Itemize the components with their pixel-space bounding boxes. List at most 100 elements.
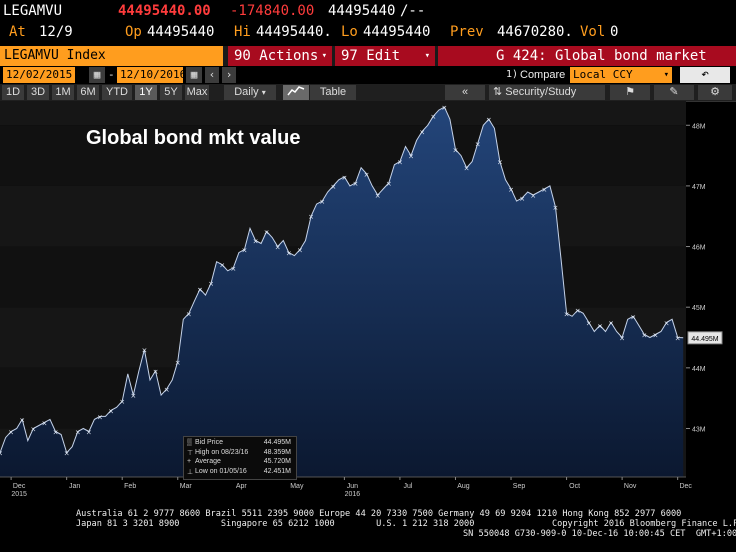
compare-prefix: 1): [506, 69, 519, 80]
last-value-label: 44.495M: [691, 336, 718, 343]
legend-marker-icon: ⊤: [187, 449, 194, 457]
at-value: 12/9: [39, 24, 73, 40]
legend-marker-icon: ▒: [187, 439, 192, 446]
annotate-icon[interactable]: ✎: [654, 85, 694, 100]
x-tick-label: Jul: [403, 483, 412, 490]
line-chart-icon[interactable]: [283, 85, 309, 100]
security-field[interactable]: LEGAMVU Index: [0, 46, 223, 66]
x-year-label: 2015: [11, 491, 27, 497]
price-chart[interactable]: × × × × × × × × × × × × × × × × × × × × × × × × × × × × × × × × × × × × × × × ×…: [0, 101, 736, 497]
period-button-1d[interactable]: 1D: [2, 85, 24, 100]
band: [0, 101, 686, 126]
date-separator: -: [108, 68, 115, 81]
y-axis: 48M 47M 46M 45M 44M 43M: [686, 123, 706, 433]
start-date-input[interactable]: 12/02/2015: [3, 67, 75, 83]
start-calendar-icon[interactable]: ▦: [89, 67, 105, 83]
quote-line-2: At 12/9 Op 44495440 Hi 44495440. Lo 4449…: [0, 22, 736, 44]
x-tick-label: Aug: [457, 483, 470, 490]
frequency-select[interactable]: Daily ▾: [224, 85, 276, 100]
x-tick-label: Jun: [347, 483, 358, 490]
data-point-marker: ×: [319, 198, 325, 206]
low-label: Lo: [341, 24, 358, 40]
period-button-1m[interactable]: 1M: [52, 85, 74, 100]
data-point-marker: ×: [430, 113, 436, 121]
low-value: 44495440: [363, 24, 431, 40]
x-tick-label: Mar: [180, 483, 193, 490]
data-point-marker: ×: [197, 286, 203, 294]
period-button-ytd[interactable]: YTD: [102, 85, 132, 100]
data-point-marker: ×: [97, 413, 103, 421]
end-date-value: 12/10/2016: [120, 68, 187, 81]
end-calendar-icon[interactable]: ▦: [186, 67, 202, 83]
data-point-marker: ×: [175, 359, 181, 367]
data-point-marker: ×: [86, 429, 92, 437]
page-title-bar: G 424: Global bond market value: [438, 46, 736, 84]
edit-menu-button[interactable]: 97 Edit ▾: [335, 46, 435, 66]
flag-icon[interactable]: ⚑: [610, 85, 650, 100]
currency-select[interactable]: Local CCY ▾: [570, 67, 672, 83]
series-area-fill: [0, 107, 684, 477]
series-markers: × × × × × × × × × × × × × × × × × × × × × × × × × × × × × × × × × × × × × × × ×…: [0, 104, 681, 458]
security-study-button[interactable]: ⇅ Security/Study: [489, 85, 605, 100]
legend-row: ⊤ High on 08/23/16 48.359M: [187, 449, 293, 458]
actions-dropdown-icon: ▾: [321, 51, 327, 61]
compare-label: Compare: [520, 69, 566, 81]
next-range-button[interactable]: ›: [222, 67, 236, 83]
data-point-marker: ×: [141, 347, 147, 355]
frequency-value: Daily: [234, 86, 259, 98]
settings-gear-icon[interactable]: ⚙: [698, 85, 732, 100]
legend-row: ⊥ Low on 01/05/16 42.451M: [187, 468, 293, 477]
data-point-marker: ×: [264, 228, 270, 236]
high-value: 44495440.: [256, 24, 332, 40]
end-date-input[interactable]: 12/10/2016: [117, 67, 187, 83]
data-point-marker: ×: [608, 319, 614, 327]
data-point-marker: ×: [475, 140, 481, 148]
y-tick-label: 43M: [692, 426, 706, 433]
bid-value: 44495440: [328, 3, 396, 19]
table-label: Table: [319, 86, 347, 98]
previous-range-button[interactable]: ‹: [205, 67, 219, 83]
data-point-marker: ×: [75, 429, 81, 437]
period-button-5y[interactable]: 5Y: [160, 85, 182, 100]
legend-key: Average: [195, 458, 221, 465]
date-range-bar: 12/02/2015 ▦ - 12/10/2016 ▦ ‹ › 1) Compa…: [0, 66, 736, 85]
legend-row: + Average 45.720M: [187, 458, 293, 467]
data-point-marker: ×: [53, 429, 59, 437]
data-point-marker: ×: [330, 183, 336, 191]
footer: Australia 61 2 9777 8600 Brazil 5511 239…: [0, 508, 736, 552]
band: [0, 125, 686, 186]
actions-menu-button[interactable]: 90 Actions ▾: [228, 46, 332, 66]
data-point-marker: ×: [508, 186, 514, 194]
data-point-marker: ×: [30, 425, 36, 433]
collapse-left-button[interactable]: «: [445, 85, 485, 100]
x-tick-label: May: [290, 483, 304, 490]
legend-marker-icon: ⊥: [187, 468, 194, 476]
ticker-label: LEGAMVU: [3, 3, 63, 19]
data-point-marker: ×: [353, 180, 359, 188]
actions-label: 90 Actions: [234, 48, 319, 64]
period-button-max[interactable]: Max: [185, 85, 209, 100]
data-point-marker: ×: [386, 180, 392, 188]
period-button-1y[interactable]: 1Y: [135, 85, 157, 100]
data-point-marker: ×: [564, 310, 570, 318]
data-point-marker: ×: [0, 450, 3, 458]
edit-dropdown-icon: ▾: [424, 51, 430, 61]
data-point-marker: ×: [419, 128, 425, 136]
command-bar: LEGAMVU Index 90 Actions ▾ 97 Edit ▾ G 4…: [0, 46, 736, 84]
table-button[interactable]: Table: [310, 85, 356, 100]
data-point-marker: ×: [464, 165, 470, 173]
period-button-3d[interactable]: 3D: [27, 85, 49, 100]
data-point-marker: ×: [108, 407, 114, 415]
footer-session-info: SN 550048 G730-909-0 10-Dec-16 10:00:45 …: [463, 529, 736, 539]
data-point-marker: ×: [597, 322, 603, 330]
period-button-6m[interactable]: 6M: [77, 85, 99, 100]
legend-value: 44.495M: [263, 439, 291, 446]
x-tick-label: Apr: [236, 483, 248, 490]
data-point-marker: ×: [19, 416, 25, 424]
frequency-dropdown-icon: ▾: [261, 88, 266, 97]
data-point-marker: ×: [664, 319, 670, 327]
back-arrow-button[interactable]: ↶: [680, 67, 730, 83]
volume-value: 0: [610, 24, 619, 40]
chart-legend[interactable]: ▒ Bid Price 44.495M ⊤ High on 08/23/16 48.359…: [183, 436, 297, 480]
security-study-label: Security/Study: [505, 86, 577, 98]
